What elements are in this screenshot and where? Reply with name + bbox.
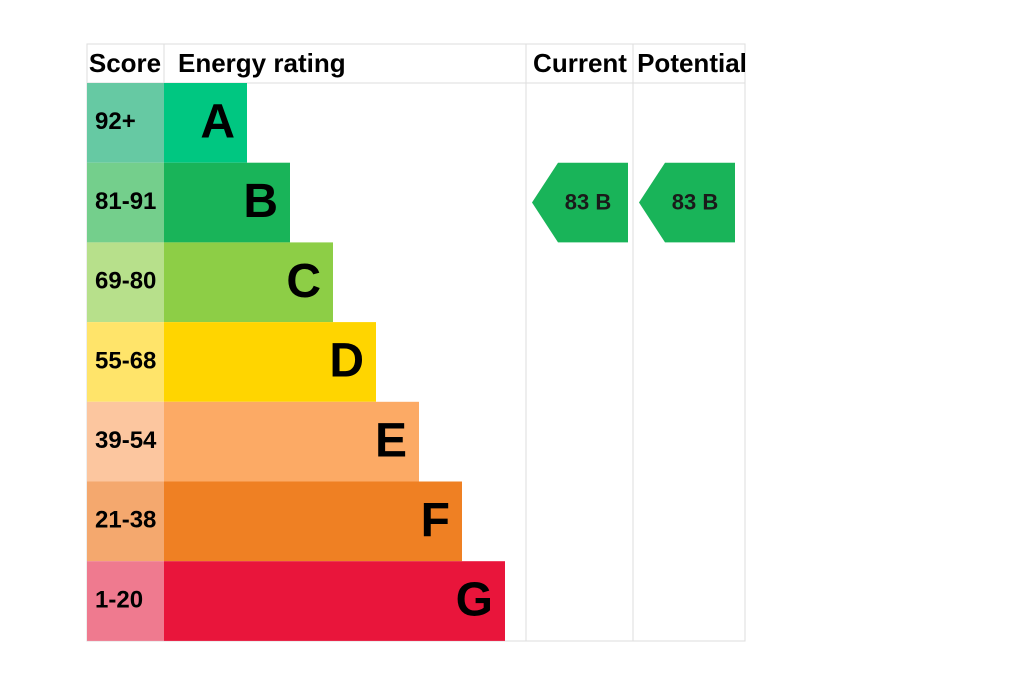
score-label: 1-20 bbox=[95, 586, 143, 613]
rating-bar bbox=[164, 162, 290, 243]
score-cell bbox=[87, 83, 164, 163]
current-arrow bbox=[532, 162, 628, 243]
rating-letter: D bbox=[329, 335, 364, 388]
rating-letter: B bbox=[243, 175, 278, 228]
rating-bar bbox=[164, 322, 376, 402]
header-score: Score bbox=[89, 48, 161, 78]
header-potential: Potential bbox=[637, 48, 747, 78]
score-label: 92+ bbox=[95, 108, 136, 135]
rating-letter: F bbox=[421, 494, 450, 547]
header-current: Current bbox=[533, 48, 627, 78]
rating-bar bbox=[164, 401, 419, 482]
score-cell bbox=[87, 242, 164, 323]
score-label: 69-80 bbox=[95, 268, 156, 295]
score-label: 81-91 bbox=[95, 188, 156, 215]
rating-bar bbox=[164, 242, 333, 323]
rating-letter: C bbox=[286, 255, 321, 308]
rating-letter: A bbox=[200, 96, 235, 149]
current-label: 83 B bbox=[565, 189, 611, 214]
score-cell bbox=[87, 322, 164, 402]
score-cell bbox=[87, 561, 164, 641]
score-label: 21-38 bbox=[95, 507, 156, 534]
rating-letter: G bbox=[456, 574, 493, 627]
rating-letter: E bbox=[375, 414, 407, 467]
score-label: 55-68 bbox=[95, 347, 156, 374]
potential-arrow bbox=[639, 162, 735, 243]
score-cell bbox=[87, 401, 164, 482]
rating-bar bbox=[164, 561, 505, 641]
potential-label: 83 B bbox=[672, 189, 718, 214]
header-energy-rating: Energy rating bbox=[178, 48, 346, 78]
score-cell bbox=[87, 162, 164, 243]
rating-bar bbox=[164, 481, 462, 562]
rating-bar bbox=[164, 83, 247, 163]
score-cell bbox=[87, 481, 164, 562]
score-label: 39-54 bbox=[95, 427, 157, 454]
